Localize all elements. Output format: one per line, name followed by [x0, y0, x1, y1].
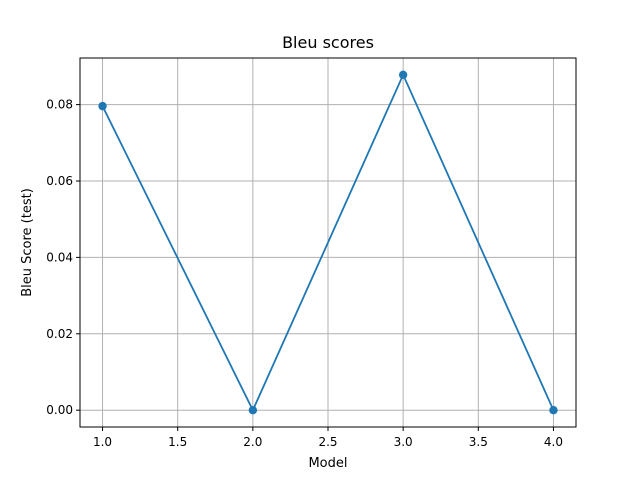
x-axis-label: Model: [308, 456, 347, 471]
y-tick-label: 0.02: [46, 327, 73, 341]
series-line: [101, 73, 555, 412]
x-tick-label: 1.5: [168, 435, 187, 449]
x-tick-label: 4.0: [544, 435, 563, 449]
x-tick-label: 3.0: [394, 435, 413, 449]
x-tick-label: 1.0: [93, 435, 112, 449]
x-tick-label: 2.0: [243, 435, 262, 449]
x-tick-label: 3.5: [469, 435, 488, 449]
x-tick-label: 2.5: [318, 435, 337, 449]
y-tick-label: 0.06: [46, 174, 73, 188]
data-point: [398, 70, 408, 80]
data-point: [98, 101, 107, 111]
y-tick-label: 0.00: [46, 403, 73, 417]
y-tick-label: 0.04: [46, 250, 73, 264]
series-layer: [98, 70, 558, 415]
data-point: [248, 405, 258, 415]
y-axis-label: Bleu Score (test): [20, 188, 35, 297]
y-tick-label: 0.08: [46, 98, 73, 112]
chart-title: Bleu scores: [282, 33, 374, 52]
axis-ticks: 1.0 1.5 2.0 2.5 3.0 3.5 4.0 0.00 0.02 0.04 0.06 0.0…: [46, 98, 563, 449]
data-point: [549, 405, 558, 415]
